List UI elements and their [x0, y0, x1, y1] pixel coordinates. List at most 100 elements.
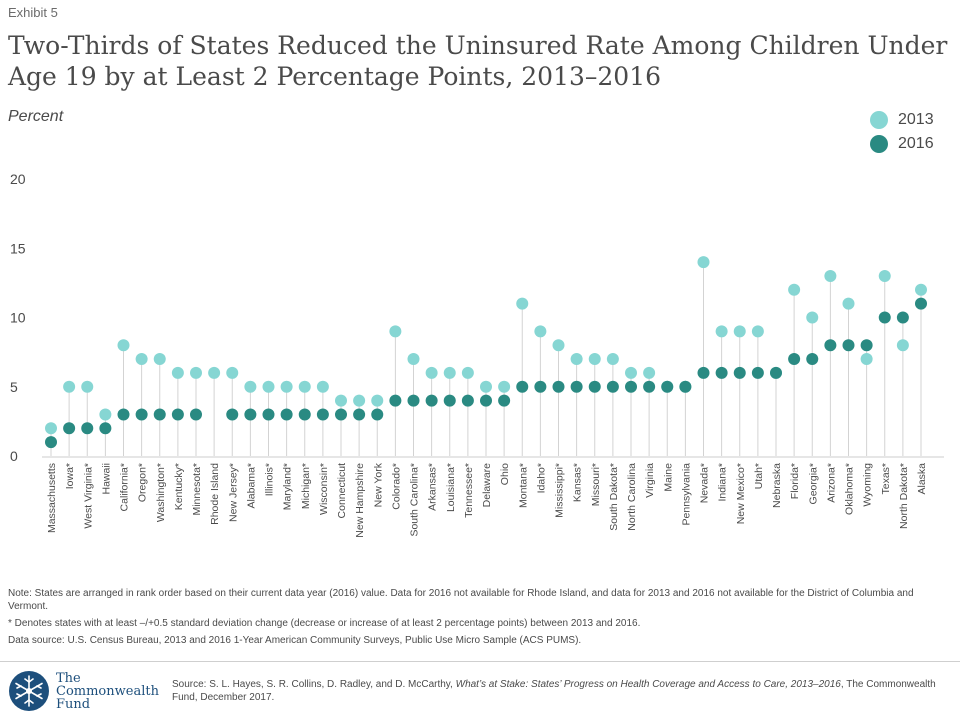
point-2016 [534, 380, 547, 393]
exhibit-label: Exhibit 5 [8, 5, 58, 20]
x-tick-label: North Carolina [626, 463, 638, 531]
x-tick-label: Delaware [481, 463, 493, 508]
y-tick-label: 20 [10, 171, 26, 187]
point-2016 [81, 422, 94, 435]
x-tick-label: Rhode Island [209, 463, 221, 525]
x-tick-label: New Mexico* [735, 463, 747, 524]
x-tick-label: Tennessee* [463, 463, 475, 518]
source-citation: Source: S. L. Hayes, S. R. Collins, D. R… [172, 678, 952, 704]
point-2013 [244, 380, 257, 393]
point-2016 [190, 408, 202, 421]
x-tick-label: Arizona* [825, 463, 837, 503]
point-2016 [915, 297, 927, 310]
x-tick-label: Hawaii [100, 463, 112, 495]
point-2013 [534, 325, 547, 338]
y-tick-label: 5 [10, 379, 18, 395]
x-tick-label: Pennsylvania [680, 463, 692, 526]
point-2013 [389, 325, 402, 338]
y-tick-label: 10 [10, 310, 26, 326]
y-tick-label: 0 [10, 448, 18, 464]
x-tick-label: North Dakota* [898, 463, 910, 529]
note-text: Note: States are arranged in rank order … [8, 588, 914, 612]
x-tick-label: Nebraska [771, 463, 783, 508]
x-tick-label: Illinois* [264, 463, 276, 496]
snowflake-logo-icon [9, 671, 49, 711]
point-2016 [153, 408, 166, 421]
legend-marker-2013 [870, 111, 888, 129]
point-2013 [353, 394, 366, 407]
point-2016 [770, 366, 782, 379]
y-tick-label: 15 [10, 240, 26, 256]
x-tick-label: Washington* [155, 463, 167, 522]
dot-plot-chart: 0 5 10 15 20 Massachusetts Iowa* West Virginia*… [10, 171, 944, 538]
point-2016 [389, 394, 402, 407]
commonwealth-fund-logo: The Commonwealth Fund [8, 670, 159, 712]
point-2016 [117, 408, 130, 421]
asterisk-note: * Denotes states with at least –/+0.5 st… [8, 618, 641, 629]
point-2013 [298, 380, 311, 393]
point-2013 [208, 366, 221, 379]
point-2016 [824, 339, 837, 352]
x-tick-label: Utah* [753, 463, 765, 489]
point-2016 [661, 380, 674, 393]
chart-title: Two-Thirds of States Reduced the Uninsur… [8, 31, 948, 91]
point-2013 [625, 366, 637, 379]
logo-line-2: Commonwealth [56, 683, 159, 699]
point-2013 [135, 353, 148, 366]
point-2013 [226, 366, 239, 379]
x-tick-label: Massachusetts [46, 463, 58, 533]
legend-item-2013: 2013 [870, 108, 934, 132]
x-tick-label: Alaska [916, 463, 928, 495]
point-2013 [316, 380, 329, 393]
point-2013 [733, 325, 746, 338]
x-tick-label: Florida* [789, 463, 801, 499]
x-tick-label: New Jersey* [227, 463, 239, 522]
footer-divider [0, 661, 960, 662]
point-2016 [606, 380, 619, 393]
point-2016 [733, 366, 746, 379]
x-tick-label: Michigan* [300, 463, 312, 509]
point-2016 [353, 408, 366, 421]
point-2016 [806, 353, 819, 366]
source-report-title: What’s at Stake: States’ Progress on Hea… [455, 679, 841, 690]
source-prefix: Source: S. L. Hayes, S. R. Collins, D. R… [172, 679, 456, 690]
point-2016 [335, 408, 347, 421]
point-2013 [153, 353, 166, 366]
point-2016 [697, 366, 710, 379]
x-tick-label: Texas* [880, 463, 892, 495]
point-2016 [461, 394, 474, 407]
x-tick-label: Wisconsin* [318, 463, 330, 515]
point-2013 [606, 353, 619, 366]
x-tick-label: California* [119, 463, 131, 511]
point-2016 [588, 380, 601, 393]
x-tick-label: South Dakota* [608, 463, 620, 531]
x-tick-label: Oregon* [137, 463, 149, 502]
x-tick-label: Maryland* [282, 463, 294, 510]
point-2013 [697, 256, 710, 269]
point-2013 [915, 283, 927, 296]
x-tick-label: Ohio [499, 463, 511, 485]
point-2013 [498, 380, 511, 393]
point-2016 [244, 408, 257, 421]
legend-item-2016: 2016 [870, 132, 934, 156]
point-2013 [407, 353, 420, 366]
point-2013 [751, 325, 764, 338]
x-tick-label: Virginia [644, 463, 656, 498]
x-tick-label: Nevada* [699, 463, 711, 503]
point-2013 [45, 422, 57, 435]
x-tick-label: Colorado* [390, 463, 402, 510]
point-2013 [335, 394, 347, 407]
logo-wordmark: The Commonwealth Fund [56, 672, 159, 711]
point-2016 [679, 380, 692, 393]
source-suffix: , The Commonwealth Fund, December 2017. [172, 679, 936, 703]
point-2016 [171, 408, 184, 421]
point-2013 [81, 380, 94, 393]
point-2016 [552, 380, 565, 393]
x-tick-label: Maine [662, 463, 674, 492]
point-2016 [788, 353, 801, 366]
point-2016 [63, 422, 76, 435]
point-2013 [425, 366, 438, 379]
point-2016 [135, 408, 148, 421]
point-2013 [860, 353, 873, 366]
x-tick-label: Mississippi* [554, 463, 566, 518]
